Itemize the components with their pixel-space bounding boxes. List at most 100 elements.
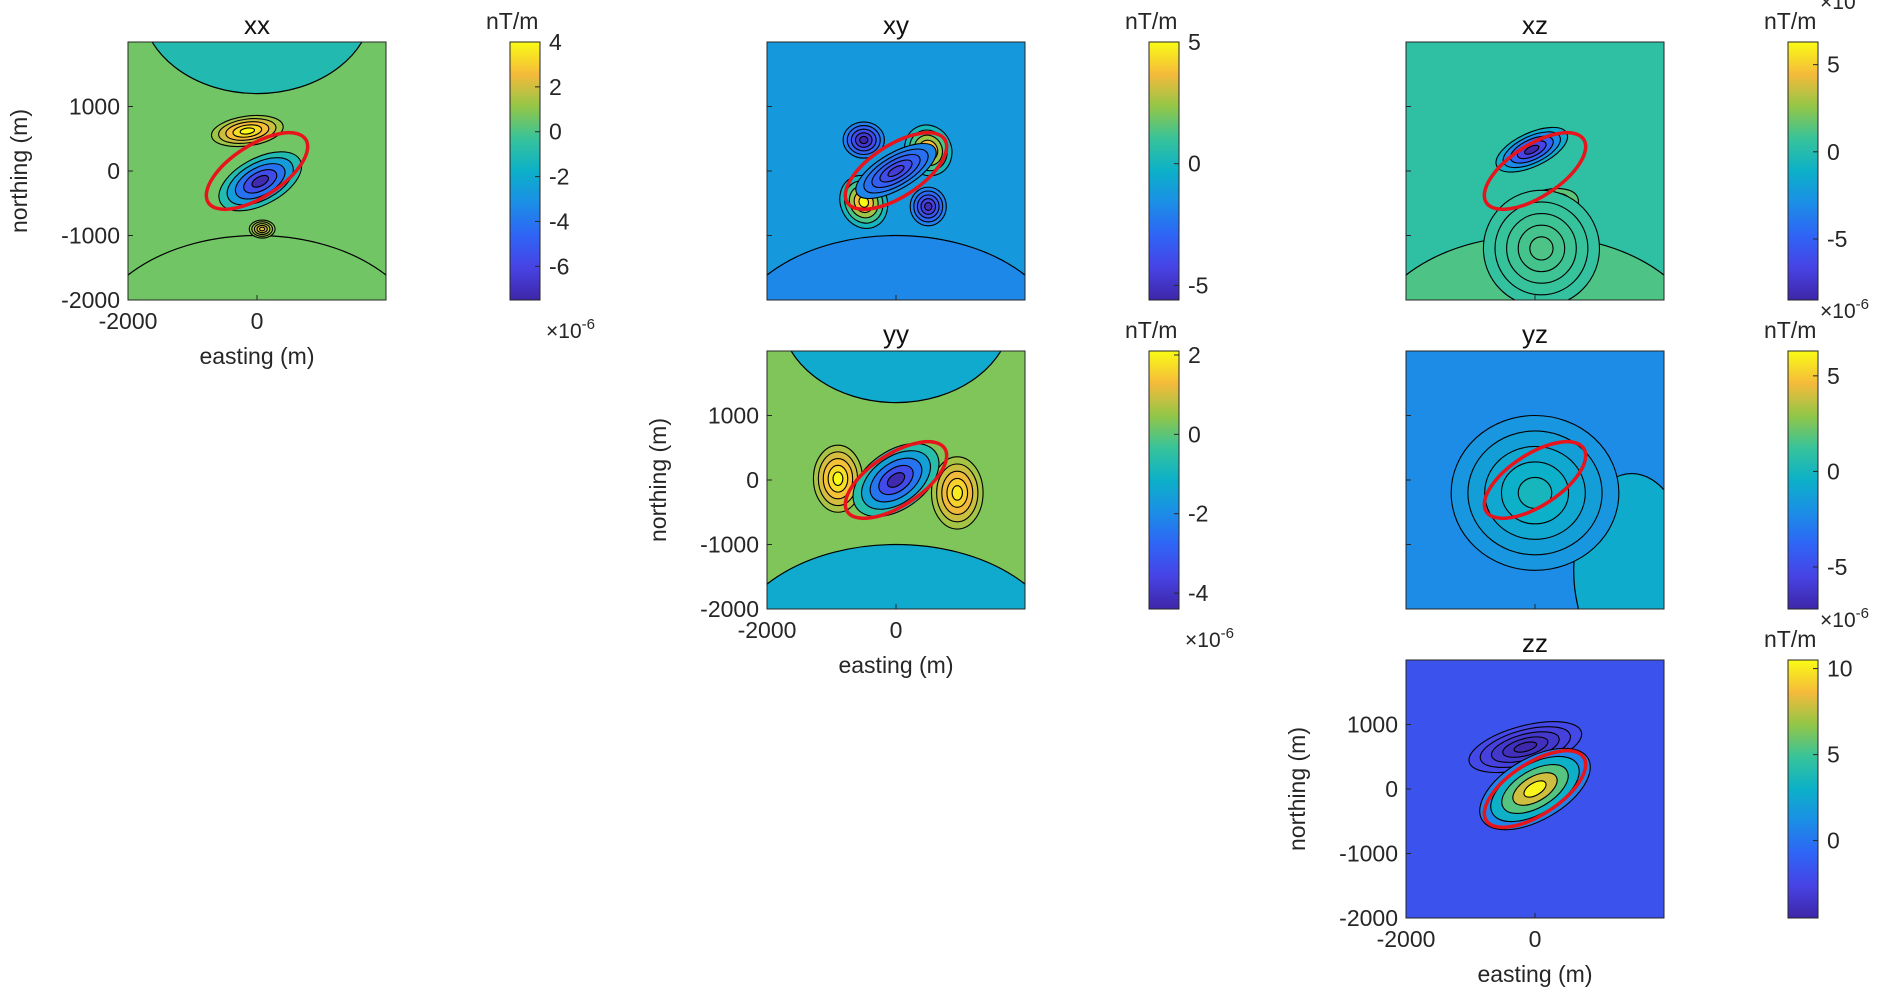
- colorbar-unit: nT/m: [1125, 317, 1177, 343]
- contour-level: [1513, 741, 1538, 753]
- source-outline: [1482, 130, 1588, 212]
- panel-title: yz: [1522, 319, 1548, 349]
- contour-field: [767, 351, 1025, 609]
- colorbar: [1787, 659, 1819, 919]
- edge-lobe-bottom: [767, 234, 1025, 300]
- contour-level: [924, 202, 933, 211]
- colorbar-unit: nT/m: [1764, 626, 1816, 652]
- contour-level: [1524, 144, 1540, 155]
- colorbar-tick-label: -2: [1188, 501, 1208, 527]
- edge-lobe-bottom: [767, 543, 1025, 609]
- panel-xz: xz nT/m -5 0 5: [1405, 8, 1847, 301]
- x-tick-label: -2000: [99, 308, 158, 334]
- colorbar-tick-label: -5: [1188, 272, 1208, 298]
- colorbar-tick-label: 0: [1827, 828, 1840, 854]
- colorbar-multiplier: ×10-6: [546, 316, 595, 343]
- x-tick-label: 0: [1529, 926, 1542, 952]
- panel-title: yy: [883, 319, 909, 349]
- colorbar: [1148, 350, 1180, 610]
- colorbar-multiplier: ×10-6: [1820, 0, 1869, 14]
- contour-level: [251, 174, 270, 188]
- x-tick-label: -2000: [738, 617, 797, 643]
- colorbar-multiplier-exponent: -6: [1856, 0, 1869, 4]
- colorbar: [1787, 41, 1819, 301]
- y-tick-label: -1000: [61, 223, 120, 249]
- colorbar-multiplier-exponent: -6: [1856, 605, 1869, 622]
- source-outline: [843, 130, 949, 212]
- colorbar-multiplier: ×10-6: [1185, 625, 1234, 652]
- colorbar-tick-label: 5: [1827, 363, 1840, 389]
- contour-field: [128, 42, 386, 300]
- colorbar-unit: nT/m: [486, 8, 538, 34]
- contour-level: [1523, 780, 1547, 798]
- contour-field: [1406, 660, 1664, 918]
- contour-level: [951, 485, 963, 501]
- colorbar-tick-label: 4: [549, 29, 562, 55]
- contour-field: [767, 42, 1025, 300]
- colorbar-tick-label: -5: [1827, 554, 1847, 580]
- y-tick-label: -2000: [61, 287, 120, 313]
- colorbar-tick-label: 0: [1827, 139, 1840, 165]
- source-outline: [1482, 439, 1588, 521]
- colorbar-tick-label: 0: [549, 119, 562, 145]
- colorbar-tick-label: 0: [1188, 151, 1201, 177]
- y-tick-label: -2000: [700, 596, 759, 622]
- colorbar-tick-label: -4: [1188, 580, 1209, 606]
- source-outline: [1482, 748, 1588, 830]
- contour-level: [239, 127, 256, 135]
- colorbar-multiplier-exponent: -6: [582, 316, 595, 333]
- x-tick-label: 0: [251, 308, 264, 334]
- edge-lobe-top: [790, 351, 1002, 404]
- colorbar-tick-label: 2: [549, 74, 562, 100]
- contour-level: [832, 471, 844, 486]
- y-tick-label: -1000: [1339, 841, 1398, 867]
- colorbar-tick-label: 0: [1827, 458, 1840, 484]
- x-tick-label: -2000: [1377, 926, 1436, 952]
- colorbar-multiplier: ×10-6: [1820, 296, 1869, 323]
- x-axis-label: easting (m): [838, 652, 953, 678]
- colorbar-tick-label: -6: [549, 253, 569, 279]
- contour-level: [886, 472, 906, 488]
- contour-level: [859, 135, 869, 145]
- y-tick-label: 0: [1385, 776, 1398, 802]
- colorbar-tick-label: 0: [1188, 421, 1201, 447]
- colorbar-tick-label: -2: [549, 164, 569, 190]
- x-axis-label: easting (m): [1477, 961, 1592, 987]
- y-tick-label: -2000: [1339, 905, 1398, 931]
- colorbar-tick-label: -4: [549, 208, 570, 234]
- y-tick-label: 1000: [1347, 712, 1398, 738]
- panel-yy: yy -2000 0 -2000 -1000 0 1000 easting (m) northi…: [645, 317, 1209, 678]
- colorbar-tick-label: -5: [1827, 226, 1847, 252]
- y-axis-label: northing (m): [645, 418, 671, 542]
- colorbar-tick-label: 2: [1188, 342, 1201, 368]
- panel-xy: xy nT/m -5 0 5: [766, 8, 1208, 301]
- y-tick-label: 0: [107, 158, 120, 184]
- x-tick-label: 0: [890, 617, 903, 643]
- contour-level: [259, 226, 266, 232]
- colorbar-tick-label: 5: [1827, 52, 1840, 78]
- colorbar: [509, 41, 541, 301]
- panel-title: zz: [1522, 628, 1548, 658]
- y-tick-label: 1000: [708, 403, 759, 429]
- colorbar-multiplier: ×10-6: [1820, 605, 1869, 632]
- colorbar: [1787, 350, 1819, 610]
- colorbar-multiplier-exponent: -6: [1856, 296, 1869, 313]
- colorbar-tick-label: 5: [1827, 742, 1840, 768]
- colorbar-unit: nT/m: [1125, 8, 1177, 34]
- colorbar-multiplier-exponent: -6: [1221, 625, 1234, 642]
- y-axis-label: northing (m): [1284, 727, 1310, 851]
- panel-title: xy: [883, 10, 909, 40]
- contour-field: [1406, 351, 1664, 609]
- colorbar-tick-label: 10: [1827, 656, 1853, 682]
- panel-title: xx: [244, 10, 270, 40]
- colorbar: [1148, 41, 1180, 301]
- y-tick-label: -1000: [700, 532, 759, 558]
- panel-title: xz: [1522, 10, 1548, 40]
- x-axis-label: easting (m): [199, 343, 314, 369]
- y-axis-label: northing (m): [6, 109, 32, 233]
- y-tick-label: 0: [746, 467, 759, 493]
- contour-level: [1529, 236, 1554, 261]
- colorbar-unit: nT/m: [1764, 8, 1816, 34]
